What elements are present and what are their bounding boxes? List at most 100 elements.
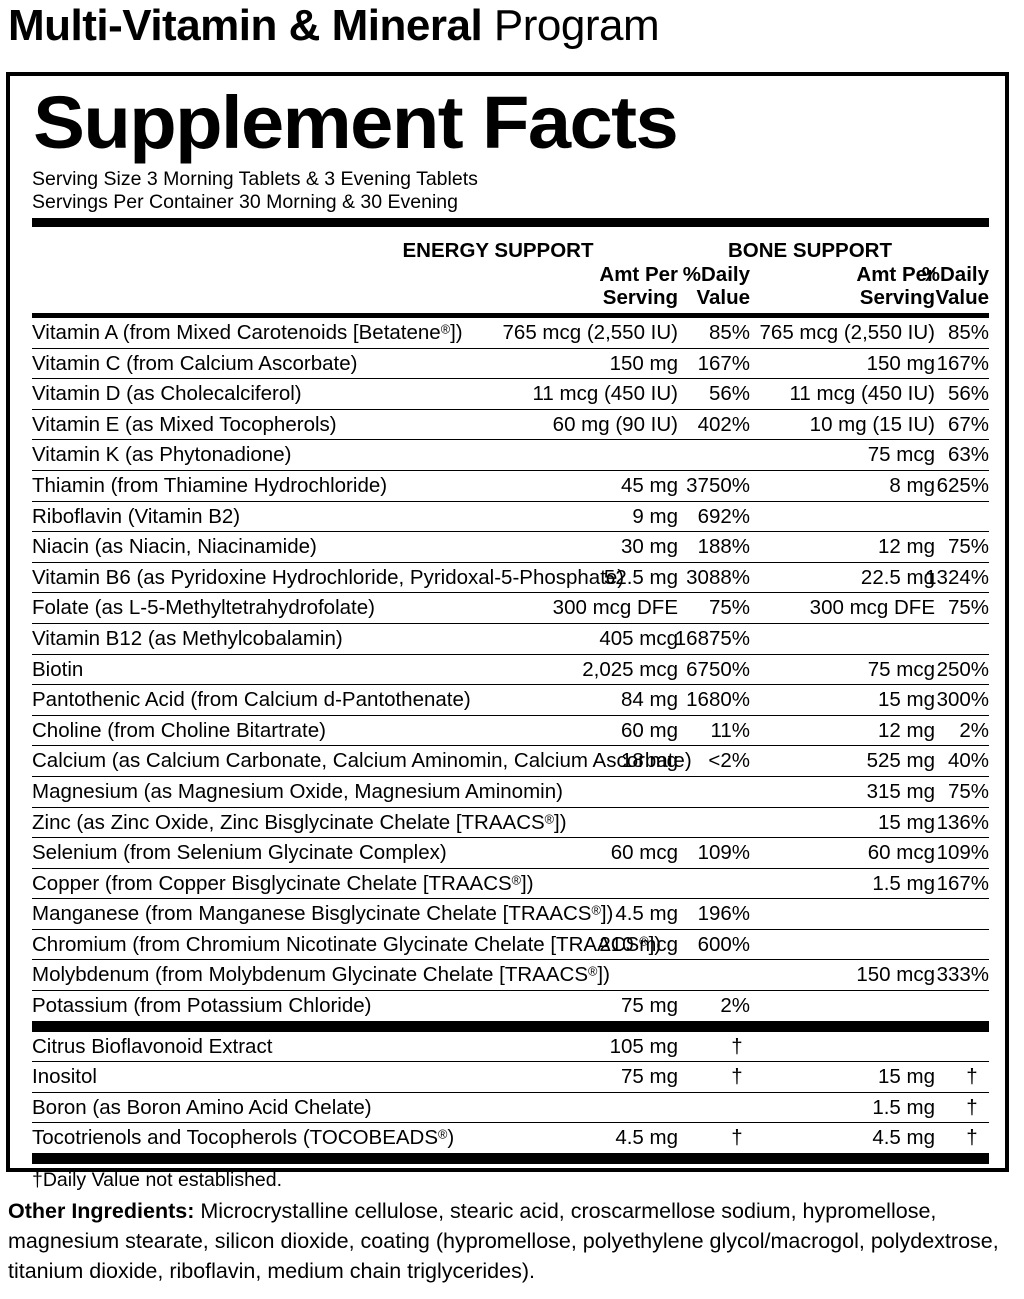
bone-dv-value: 1324%: [925, 565, 989, 589]
energy-dv-header-line2: Value: [696, 286, 750, 309]
nutrient-name: Thiamin (from Thiamine Hydrochloride): [32, 473, 388, 497]
bone-amount-value: 12 mg: [878, 718, 935, 742]
table-row: Vitamin E (as Mixed Tocopherols) 60 mg (9…: [32, 408, 989, 440]
table-row: Vitamin C (from Calcium Ascorbate) 150 mg…: [32, 347, 989, 379]
servings-per-container: Servings Per Container 30 Morning & 30 E…: [32, 190, 458, 213]
table-row: Biotin 2,025 mcg 6750% 75 mcg 250%: [32, 653, 989, 685]
bone-dv-header-line2: Value: [935, 286, 989, 309]
energy-dv-value: 402%: [697, 412, 750, 436]
nutrient-name: Copper (from Copper Bisglycinate Chelate…: [32, 871, 534, 895]
bone-amount-value: 8 mg: [889, 473, 935, 497]
nutrient-name: Inositol: [32, 1065, 97, 1089]
energy-amount-value: 45 mg: [621, 473, 678, 497]
nutrient-name: Calcium (as Calcium Carbonate, Calcium A…: [32, 749, 692, 773]
table-row: Tocotrienols and Tocopherols (TOCOBEADS®…: [32, 1122, 989, 1153]
bone-dv-header-line1: %Daily: [921, 263, 989, 286]
bone-amount-value: 15 mg: [878, 688, 935, 712]
rule-after-dagger-rows: [32, 1153, 989, 1165]
energy-dv-value: 600%: [697, 932, 750, 956]
energy-amount-value: 60 mg (90 IU): [552, 412, 678, 436]
bone-dv-value: 2%: [959, 718, 989, 742]
bone-amount-value: 11 mcg (450 IU): [789, 382, 935, 406]
bone-dv-value: 67%: [947, 412, 989, 436]
panel-heading: Supplement Facts: [33, 81, 679, 164]
energy-amount-value: 84 mg: [621, 688, 678, 712]
bone-amount-value: 22.5 mg: [860, 565, 935, 589]
nutrient-name: Vitamin C (from Calcium Ascorbate): [32, 351, 358, 375]
bone-dv-value: 167%: [936, 871, 989, 895]
table-row: Potassium (from Potassium Chloride) 75 mg…: [32, 990, 989, 1021]
bone-amount-value: 12 mg: [878, 535, 935, 559]
rule-below-column-headers: [32, 313, 989, 318]
bone-amount-value: 150 mcg: [856, 963, 935, 987]
nutrient-name: Tocotrienols and Tocopherols (TOCOBEADS®…: [32, 1126, 455, 1150]
nutrient-name: Potassium (from Potassium Chloride): [32, 994, 372, 1018]
energy-dv-value: 167%: [697, 351, 750, 375]
bone-amount-value: 4.5 mg: [872, 1126, 935, 1150]
bone-amount-header-line2: Serving: [859, 286, 935, 309]
energy-amount-value: 4.5 mg: [615, 902, 678, 926]
energy-dv-value: 188%: [697, 535, 750, 559]
nutrient-name: Folate (as L-5-Methyltetrahydrofolate): [32, 596, 375, 620]
bone-amount-value: 75 mcg: [867, 657, 935, 681]
energy-amount-value: 9 mg: [632, 504, 678, 528]
energy-amount-value: 105 mg: [609, 1034, 678, 1058]
table-row: Manganese (from Manganese Bisglycinate C…: [32, 898, 989, 929]
table-row: Thiamin (from Thiamine Hydrochloride) 45 …: [32, 469, 989, 501]
nutrient-name: Citrus Bioflavonoid Extract: [32, 1034, 273, 1058]
table-row: Calcium (as Calcium Carbonate, Calcium A…: [32, 745, 989, 776]
serving-info: Serving Size 3 Morning Tablets & 3 Eveni…: [10, 162, 1005, 213]
energy-dv-value: 196%: [697, 902, 750, 926]
table-row: Magnesium (as Magnesium Oxide, Magnesium…: [32, 775, 989, 807]
energy-support-header: ENERGY SUPPORT: [402, 239, 594, 262]
energy-dv-value: †: [731, 1065, 743, 1089]
other-ingredients-label: Other Ingredients:: [8, 1199, 195, 1223]
nutrient-name: Magnesium (as Magnesium Oxide, Magnesium…: [32, 779, 563, 803]
bone-amount-value: 765 mcg (2,550 IU): [759, 321, 935, 344]
bone-amount-value: 15 mg: [878, 810, 935, 834]
nutrient-name: Choline (from Choline Bitartrate): [32, 718, 326, 742]
energy-amount-value: 150 mg: [609, 351, 678, 375]
nutrient-name: Vitamin B6 (as Pyridoxine Hydrochloride,…: [32, 565, 625, 589]
energy-amount-value: 52.5 mg: [603, 565, 678, 589]
table-row: Zinc (as Zinc Oxide, Zinc Bisglycinate C…: [32, 806, 989, 838]
nutrient-name: Vitamin K (as Phytonadione): [32, 443, 292, 467]
table-row: Citrus Bioflavonoid Extract 105 mg †: [32, 1032, 989, 1062]
energy-dv-value: 109%: [697, 841, 750, 865]
bone-dv-value: 40%: [947, 749, 989, 773]
bone-dv-value: 56%: [947, 382, 989, 406]
supplement-facts-panel: Supplement Facts Serving Size 3 Morning …: [6, 72, 1009, 1191]
column-headers: ENERGY SUPPORT BONE SUPPORT Amt Per Serv…: [32, 227, 990, 313]
bone-amount-header-line1: Amt Per: [856, 263, 935, 286]
bone-dv-value: 167%: [936, 351, 989, 375]
table-row: Molybdenum (from Molybdenum Glycinate Ch…: [32, 959, 989, 990]
nutrient-name: Zinc (as Zinc Oxide, Zinc Bisglycinate C…: [32, 810, 567, 834]
energy-amount-header: Amt Per Serving: [599, 263, 678, 309]
energy-dv-value: 3750%: [686, 473, 750, 497]
energy-dv-value: †: [731, 1126, 743, 1150]
energy-amount-value: 60 mg: [621, 718, 678, 742]
nutrient-name: Vitamin B12 (as Methylcobalamin): [32, 626, 343, 650]
nutrient-rows: Vitamin A (from Mixed Carotenoids [Betat…: [32, 318, 989, 1021]
energy-amount-header-line1: Amt Per: [599, 263, 678, 286]
product-title-bold: Multi-Vitamin & Mineral: [8, 1, 483, 50]
bone-dv-value: †: [966, 1126, 978, 1150]
energy-dv-value: 1680%: [686, 688, 750, 712]
energy-dv-value: 11%: [710, 718, 750, 742]
bone-dv-value: 250%: [936, 657, 989, 681]
bone-amount-value: 1.5 mg: [872, 871, 935, 895]
table-row: Niacin (as Niacin, Niacinamide) 30 mg 188%…: [32, 531, 989, 562]
table-row: Pantothenic Acid (from Calcium d-Pantoth…: [32, 684, 989, 715]
energy-dv-value: 56%: [708, 382, 750, 406]
product-title: Multi-Vitamin & Mineral Program: [8, 0, 1008, 56]
bone-dv-value: 75%: [947, 779, 989, 803]
other-ingredients-text: Microcrystalline cellulose, stearic acid…: [8, 1199, 999, 1283]
energy-amount-value: 4.5 mg: [615, 1126, 678, 1150]
bone-support-header: BONE SUPPORT: [727, 239, 893, 262]
energy-dv-value: †: [731, 1034, 743, 1058]
table-row: Riboflavin (Vitamin B2) 9 mg 692%: [32, 500, 989, 532]
bone-amount-value: 60 mcg: [867, 841, 935, 865]
bone-dv-value: †: [966, 1095, 978, 1119]
bone-dv-value: 333%: [936, 963, 989, 987]
